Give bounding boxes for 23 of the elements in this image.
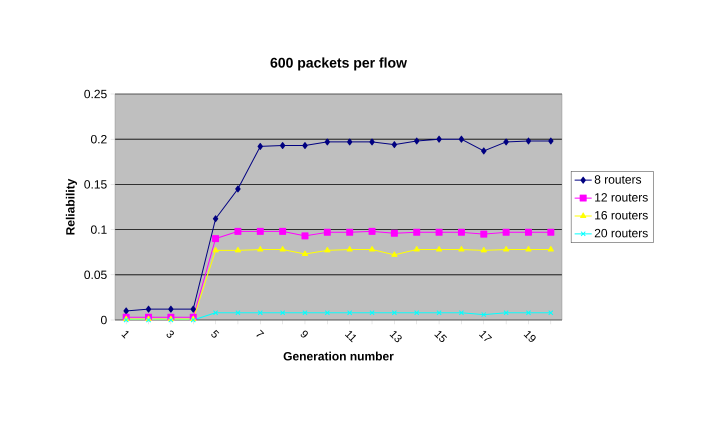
y-tick-label: 0	[100, 316, 107, 324]
x-tick-label: 11	[344, 330, 356, 342]
legend-label: 8 routers	[594, 175, 642, 184]
x-tick-label: 17	[479, 330, 492, 342]
x-axis-title: Generation number	[284, 352, 394, 360]
legend-label: 12 routers	[595, 193, 648, 202]
legend-label: 16 routers	[595, 211, 648, 220]
y-tick-label: 0.25	[84, 90, 107, 98]
x-tick-label: 19	[524, 330, 536, 342]
x-tick-label: 5	[211, 330, 220, 338]
y-tick-label: 0.05	[84, 270, 107, 280]
y-tick-label: 0.1	[90, 225, 107, 234]
y-tick-label: 0.2	[90, 134, 107, 144]
x-tick-label: 7	[256, 330, 264, 337]
y-tick-label: 0.15	[84, 180, 107, 189]
x-tick-label: 15	[434, 330, 448, 342]
y-axis-title: Reliability	[66, 178, 77, 235]
chart-title: 600 packets per flow	[270, 57, 407, 70]
legend-label: 20 routers	[594, 228, 648, 238]
x-tick-label: 1	[121, 330, 129, 339]
x-tick-label: 9	[300, 330, 308, 338]
x-tick-label: 13	[390, 330, 402, 342]
x-tick-label: 3	[166, 330, 174, 338]
